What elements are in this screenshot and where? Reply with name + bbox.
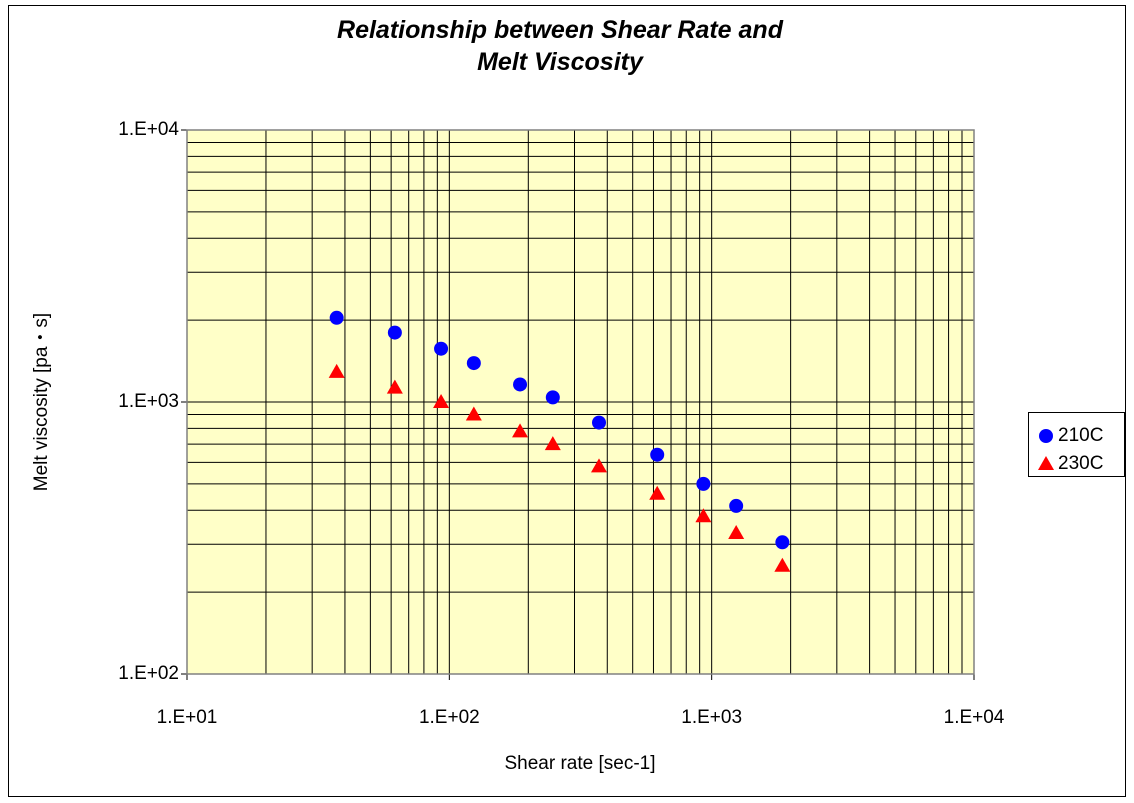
- x-tick-label: 1.E+01: [157, 707, 218, 728]
- chart-title: Relationship between Shear Rate and Melt…: [337, 16, 783, 76]
- marker: [513, 377, 528, 392]
- marker: [465, 406, 482, 421]
- legend-marker: [1039, 429, 1053, 443]
- marker: [387, 325, 402, 340]
- marker: [592, 415, 607, 430]
- marker: [729, 498, 744, 513]
- y-axis-label: Melt viscosity [pa・s]: [31, 313, 52, 491]
- marker: [649, 485, 666, 500]
- x-axis-label: Shear rate [sec-1]: [504, 753, 655, 774]
- y-tick-label: 1.E+04: [118, 119, 179, 140]
- marker: [545, 390, 560, 405]
- y-tick-label: 1.E+02: [118, 663, 179, 684]
- marker: [775, 535, 790, 550]
- marker: [591, 458, 608, 473]
- plot-border: [186, 129, 975, 675]
- marker: [696, 476, 711, 491]
- marker: [695, 508, 712, 523]
- marker: [433, 394, 450, 408]
- marker: [512, 423, 529, 438]
- x-tick-label: 1.E+04: [944, 707, 1005, 728]
- marker: [434, 341, 449, 356]
- marker: [650, 447, 665, 462]
- legend-label: 230C: [1058, 453, 1103, 474]
- marker: [466, 356, 481, 371]
- x-tick-label: 1.E+02: [419, 707, 480, 728]
- x-tick-label: 1.E+03: [681, 707, 742, 728]
- y-tick-label: 1.E+03: [118, 391, 179, 412]
- marker: [329, 310, 344, 325]
- legend-label: 210C: [1058, 425, 1103, 446]
- marker: [774, 557, 791, 572]
- marker: [544, 436, 561, 451]
- marker: [728, 524, 745, 539]
- marker: [386, 379, 403, 394]
- marker: [328, 363, 345, 378]
- legend-marker: [1038, 456, 1054, 470]
